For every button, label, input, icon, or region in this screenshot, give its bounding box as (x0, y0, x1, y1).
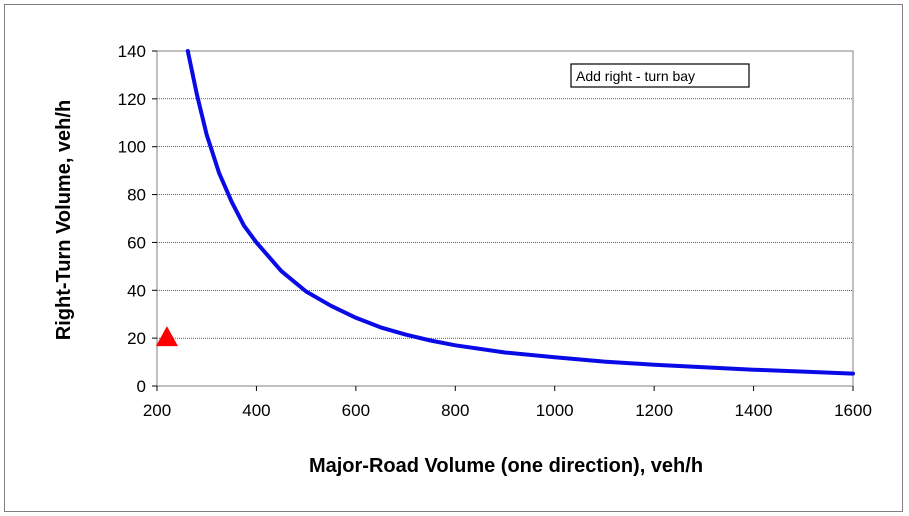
x-tick-label: 1200 (635, 401, 673, 420)
x-tick-label: 1400 (735, 401, 773, 420)
plot-area (156, 50, 854, 387)
y-tick-label: 140 (118, 42, 146, 61)
y-tick-label: 40 (127, 281, 146, 300)
legend-box: Add right - turn bay (570, 63, 750, 88)
y-axis-title: Right-Turn Volume, veh/h (53, 100, 75, 340)
y-tick-label: 60 (127, 233, 146, 252)
y-tick-label: 100 (118, 138, 146, 157)
tick-labels: 0 20 40 60 80 100 120 140 200 400 600 800 1000 1200 14… (118, 42, 872, 420)
data-point-triangle (155, 326, 178, 347)
chart-frame (4, 4, 903, 512)
x-tick-label: 400 (242, 401, 270, 420)
gridlines (157, 50, 853, 339)
y-tick-label: 120 (118, 90, 146, 109)
y-tick-label: 0 (137, 377, 146, 396)
x-tick-label: 200 (143, 401, 171, 420)
threshold-curve (185, 49, 855, 376)
annotation-label: Add right - turn bay (576, 68, 695, 84)
x-axis-title: Major-Road Volume (one direction), veh/h (309, 455, 703, 477)
x-tick-label: 800 (441, 401, 469, 420)
y-tick-label: 80 (127, 186, 146, 205)
x-tick-label: 1600 (834, 401, 872, 420)
y-tick-label: 20 (127, 329, 146, 348)
x-tick-label: 600 (342, 401, 370, 420)
x-tick-label: 1000 (536, 401, 574, 420)
series-group (155, 49, 855, 376)
